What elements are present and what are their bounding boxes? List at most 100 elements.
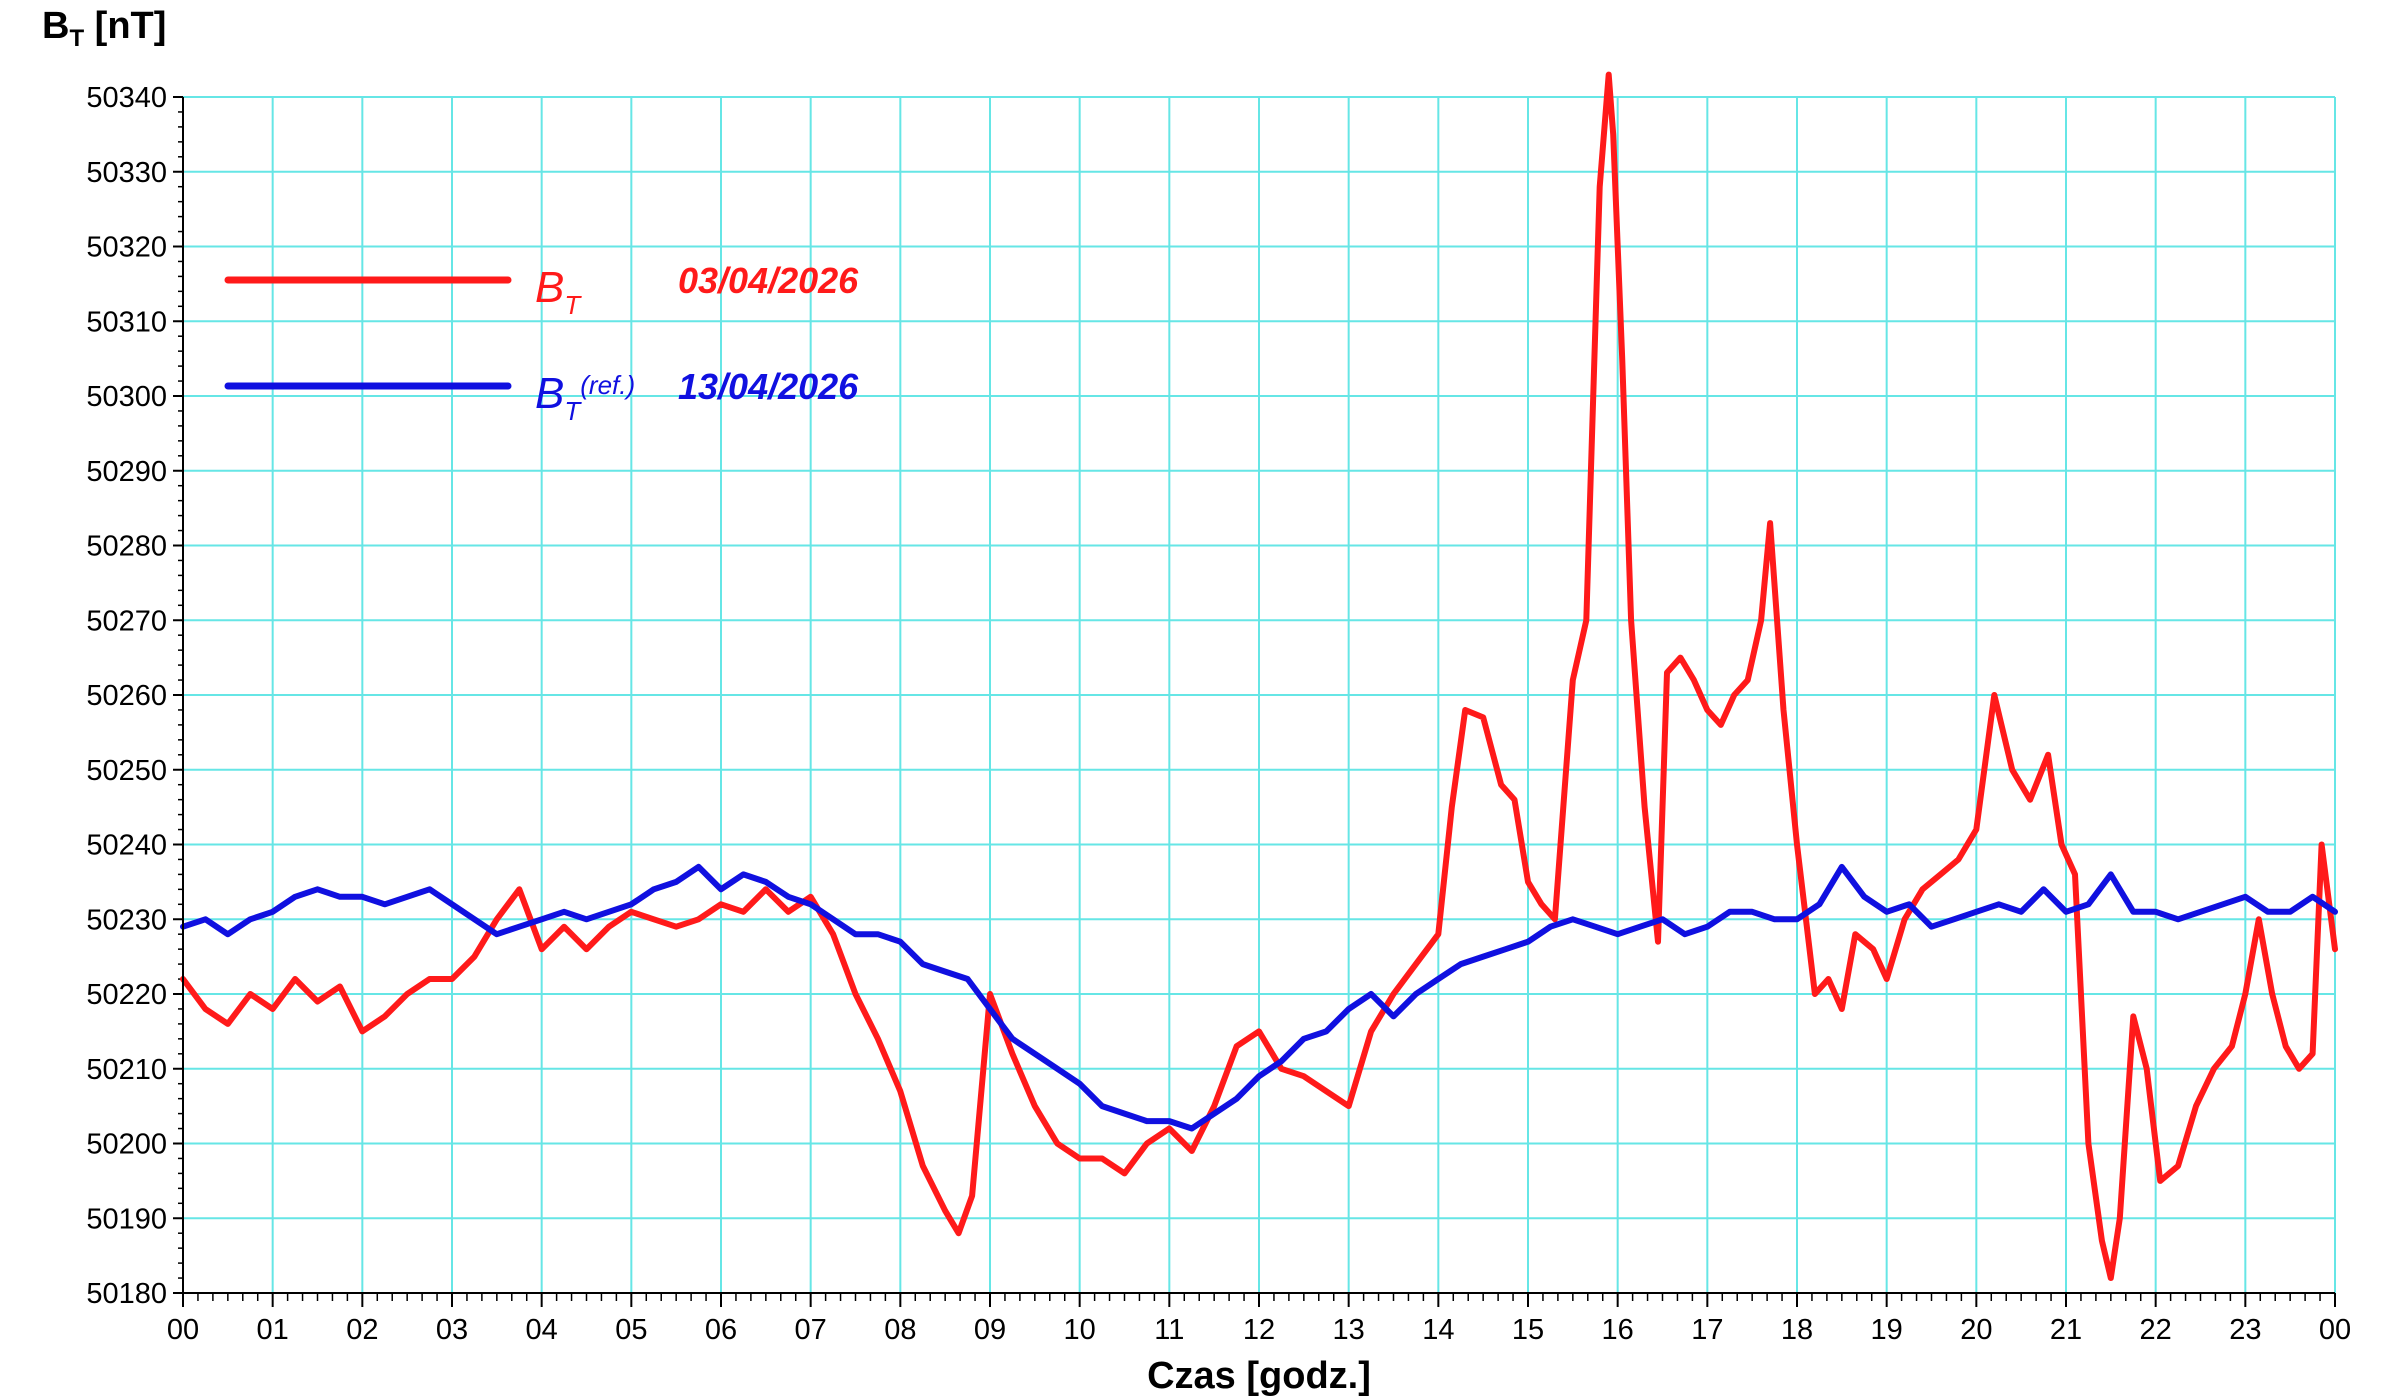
data-point xyxy=(741,872,745,876)
y-tick-label: 50260 xyxy=(86,680,167,712)
data-point xyxy=(876,1037,880,1041)
data-point xyxy=(1145,1119,1149,1123)
data-point xyxy=(1100,1156,1104,1160)
data-point xyxy=(809,902,813,906)
data-point xyxy=(2073,872,2077,876)
data-point xyxy=(2131,1014,2135,1018)
y-ticks: 50180 50190 50200 50210 50220 50230 50240 50250… xyxy=(86,82,183,1310)
x-tick-label: 19 xyxy=(1871,1314,1903,1346)
data-point xyxy=(338,985,342,989)
data-point xyxy=(1705,708,1709,712)
data-point xyxy=(1324,1029,1328,1033)
x-tick-label: 08 xyxy=(884,1314,916,1346)
x-tick-label: 05 xyxy=(615,1314,647,1346)
x-tick-label: 09 xyxy=(974,1314,1006,1346)
data-point xyxy=(1212,1112,1216,1116)
data-point xyxy=(1885,910,1889,914)
data-point xyxy=(1553,917,1557,921)
data-point xyxy=(1746,678,1750,682)
legend-date: 13/04/2026 xyxy=(678,366,859,407)
data-point xyxy=(921,1164,925,1168)
data-point xyxy=(1481,955,1485,959)
data-point xyxy=(2046,753,2050,757)
data-point xyxy=(719,887,723,891)
data-point xyxy=(1302,1074,1306,1078)
data-point xyxy=(2154,910,2158,914)
data-point xyxy=(1414,962,1418,966)
data-point xyxy=(271,1007,275,1011)
x-tick-label: 10 xyxy=(1064,1314,1096,1346)
x-tick-label: 11 xyxy=(1154,1314,1184,1346)
data-point xyxy=(1145,1142,1149,1145)
data-point xyxy=(226,1022,230,1026)
x-tick-label: 06 xyxy=(705,1314,737,1346)
data-point xyxy=(1903,917,1907,921)
data-point xyxy=(1728,910,1732,914)
data-point xyxy=(1643,805,1647,809)
data-point xyxy=(1436,932,1440,936)
data-point xyxy=(1921,887,1925,891)
data-point xyxy=(652,887,656,891)
data-point xyxy=(607,925,611,929)
data-point xyxy=(1997,902,2001,906)
data-point xyxy=(988,1007,992,1011)
data-point xyxy=(1055,1142,1059,1145)
x-tick-label: 00 xyxy=(2319,1314,2351,1346)
data-point xyxy=(943,1209,947,1213)
data-point xyxy=(988,992,992,996)
data-point xyxy=(1692,678,1696,682)
data-point xyxy=(674,925,678,929)
data-point xyxy=(764,887,768,891)
data-point xyxy=(2257,917,2261,921)
data-point xyxy=(271,910,275,914)
data-point xyxy=(970,1194,974,1198)
data-point xyxy=(1369,1029,1373,1033)
data-point xyxy=(764,880,768,884)
x-ticks: 00 01 02 03 04 05 06 07 08 09 10 11 12 13 14 15 16 17 18 19… xyxy=(167,1293,2351,1346)
data-point xyxy=(1840,865,1844,869)
data-point xyxy=(1302,1037,1306,1041)
data-point xyxy=(1759,618,1763,622)
data-point xyxy=(1010,1037,1014,1041)
x-tick-label: 01 xyxy=(257,1314,289,1346)
data-point xyxy=(2266,910,2270,914)
data-point xyxy=(674,880,678,884)
data-point xyxy=(1719,723,1723,727)
data-point xyxy=(450,902,454,906)
data-point xyxy=(741,910,745,914)
data-point xyxy=(697,865,701,869)
data-point xyxy=(854,992,857,996)
data-point xyxy=(2086,902,2090,906)
data-point xyxy=(697,917,701,921)
data-point xyxy=(2176,917,2180,921)
y-tick-label: 50310 xyxy=(86,306,167,338)
data-point xyxy=(495,932,499,936)
data-point xyxy=(1956,857,1960,861)
data-point xyxy=(2230,1044,2234,1048)
data-point xyxy=(898,940,902,944)
data-point xyxy=(1795,843,1799,846)
x-tick-label: 15 xyxy=(1512,1314,1544,1346)
data-point xyxy=(1974,828,1978,832)
y-tick-label: 50270 xyxy=(86,605,167,637)
data-point xyxy=(1347,1007,1351,1011)
y-tick-label: 50300 xyxy=(86,381,167,413)
data-point xyxy=(2100,1239,2104,1243)
data-point xyxy=(248,992,252,996)
x-tick-label: 23 xyxy=(2229,1314,2261,1346)
data-point xyxy=(629,910,633,914)
data-point xyxy=(2199,910,2202,914)
data-point xyxy=(831,917,835,921)
data-point xyxy=(1992,693,1996,697)
data-point xyxy=(450,977,454,981)
data-point xyxy=(203,1007,207,1011)
data-point xyxy=(854,932,857,936)
data-point xyxy=(1620,357,1624,361)
data-point xyxy=(1584,618,1588,622)
data-point xyxy=(472,955,476,959)
data-point xyxy=(360,895,364,899)
x-tick-label: 16 xyxy=(1602,1314,1634,1346)
data-point xyxy=(472,917,476,921)
data-point xyxy=(383,1014,387,1018)
